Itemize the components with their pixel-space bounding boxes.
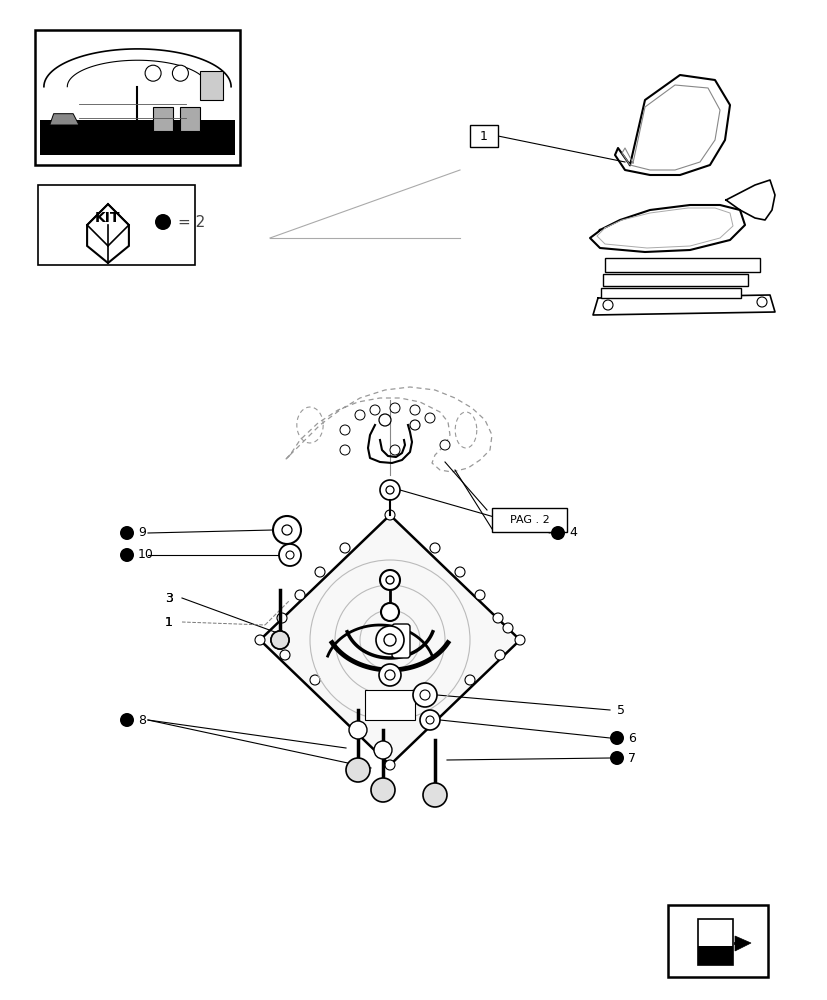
Text: PAG . 2: PAG . 2 bbox=[509, 515, 548, 525]
Circle shape bbox=[409, 405, 419, 415]
Circle shape bbox=[374, 741, 391, 759]
Circle shape bbox=[424, 413, 434, 423]
Circle shape bbox=[419, 710, 439, 730]
Bar bbox=[199, 71, 223, 100]
Circle shape bbox=[409, 420, 419, 430]
Circle shape bbox=[425, 716, 433, 724]
Circle shape bbox=[379, 664, 400, 686]
Polygon shape bbox=[87, 204, 129, 263]
Circle shape bbox=[492, 613, 502, 623]
Circle shape bbox=[208, 138, 222, 152]
Circle shape bbox=[280, 650, 289, 660]
Circle shape bbox=[423, 783, 447, 807]
Circle shape bbox=[273, 516, 301, 544]
Circle shape bbox=[502, 623, 513, 633]
Circle shape bbox=[314, 567, 325, 577]
Circle shape bbox=[277, 613, 287, 623]
Circle shape bbox=[120, 713, 134, 727]
Circle shape bbox=[145, 65, 161, 81]
Text: 9: 9 bbox=[138, 526, 146, 540]
Circle shape bbox=[390, 403, 399, 413]
Circle shape bbox=[120, 548, 134, 562]
Circle shape bbox=[370, 405, 380, 415]
Text: 1: 1 bbox=[165, 615, 173, 628]
Text: 3: 3 bbox=[165, 591, 173, 604]
Polygon shape bbox=[734, 936, 750, 951]
FancyBboxPatch shape bbox=[391, 624, 409, 658]
Circle shape bbox=[375, 626, 404, 654]
Circle shape bbox=[385, 670, 394, 680]
Circle shape bbox=[495, 650, 504, 660]
Circle shape bbox=[380, 480, 399, 500]
Circle shape bbox=[255, 635, 265, 645]
Circle shape bbox=[385, 486, 394, 494]
Circle shape bbox=[380, 603, 399, 621]
Bar bbox=[491, 508, 566, 532]
Circle shape bbox=[455, 567, 465, 577]
Circle shape bbox=[370, 778, 394, 802]
Polygon shape bbox=[697, 919, 732, 965]
Circle shape bbox=[340, 425, 350, 435]
Text: 7: 7 bbox=[627, 752, 635, 764]
Circle shape bbox=[385, 576, 394, 584]
Circle shape bbox=[309, 675, 319, 685]
Bar bbox=[38, 185, 195, 265]
Text: = 2: = 2 bbox=[178, 215, 205, 230]
Circle shape bbox=[550, 526, 564, 540]
Circle shape bbox=[172, 65, 189, 81]
Circle shape bbox=[413, 683, 437, 707]
Circle shape bbox=[385, 760, 394, 770]
Circle shape bbox=[384, 634, 395, 646]
Circle shape bbox=[419, 690, 429, 700]
Text: 10: 10 bbox=[138, 548, 154, 562]
Circle shape bbox=[385, 510, 394, 520]
Bar bbox=[602, 274, 747, 286]
Circle shape bbox=[390, 445, 399, 455]
Text: 4: 4 bbox=[568, 526, 576, 540]
Bar bbox=[35, 30, 240, 165]
Circle shape bbox=[609, 751, 624, 765]
Circle shape bbox=[279, 544, 301, 566]
Bar bbox=[365, 690, 414, 720]
Text: 5: 5 bbox=[616, 704, 624, 716]
Polygon shape bbox=[50, 114, 79, 125]
Circle shape bbox=[340, 445, 350, 455]
Bar bbox=[153, 107, 172, 131]
Circle shape bbox=[346, 758, 370, 782]
Circle shape bbox=[475, 590, 485, 600]
Circle shape bbox=[465, 675, 475, 685]
Circle shape bbox=[270, 631, 289, 649]
Bar bbox=[40, 120, 235, 155]
Bar bbox=[667, 905, 767, 977]
Circle shape bbox=[282, 525, 292, 535]
Circle shape bbox=[379, 414, 390, 426]
Circle shape bbox=[380, 570, 399, 590]
Circle shape bbox=[514, 635, 524, 645]
Polygon shape bbox=[260, 515, 519, 765]
Circle shape bbox=[348, 721, 366, 739]
Text: 8: 8 bbox=[138, 713, 146, 726]
Bar bbox=[180, 107, 199, 131]
Bar bbox=[470, 125, 497, 147]
Bar bbox=[600, 288, 740, 298]
Circle shape bbox=[285, 551, 294, 559]
Circle shape bbox=[120, 526, 134, 540]
Circle shape bbox=[294, 590, 304, 600]
Text: 6: 6 bbox=[627, 731, 635, 744]
Circle shape bbox=[602, 300, 612, 310]
Text: 3: 3 bbox=[165, 591, 173, 604]
Circle shape bbox=[340, 543, 350, 553]
Circle shape bbox=[355, 410, 365, 420]
Text: KIT: KIT bbox=[95, 211, 121, 225]
Text: 1: 1 bbox=[165, 615, 173, 628]
Circle shape bbox=[439, 440, 449, 450]
Circle shape bbox=[429, 543, 439, 553]
Circle shape bbox=[609, 731, 624, 745]
Polygon shape bbox=[697, 946, 732, 965]
Circle shape bbox=[756, 297, 766, 307]
Text: 1: 1 bbox=[480, 130, 487, 143]
Circle shape bbox=[155, 214, 171, 230]
Bar bbox=[605, 258, 759, 272]
Circle shape bbox=[270, 631, 289, 649]
